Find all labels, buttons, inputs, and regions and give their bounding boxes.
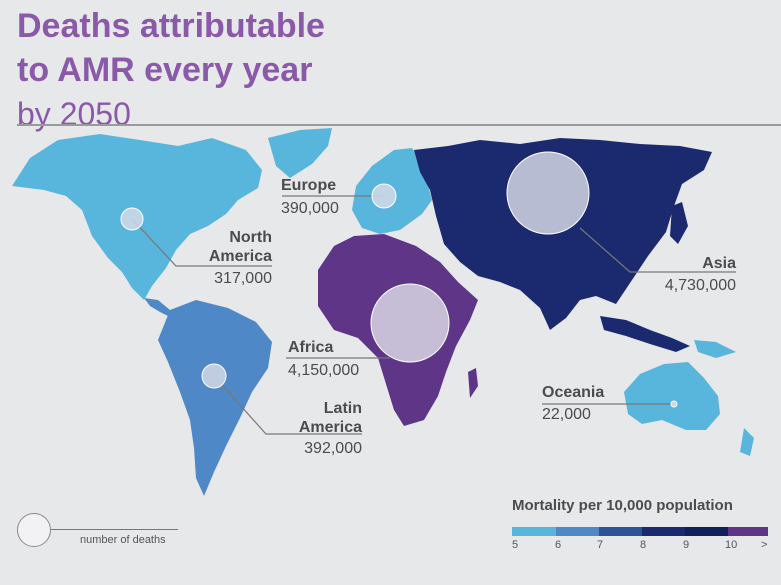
legend-swatch-5-6 [512,527,556,536]
legend-tick-8: 8 [640,539,647,551]
europe-bubble [371,183,397,209]
north-america-deaths: 317,000 [214,270,272,287]
legend-tick-10: 10 [725,539,738,551]
madagascar-shape [468,368,478,398]
greenland-shape [268,128,332,178]
north-america-bubble [120,207,144,231]
key-circle [17,513,51,547]
north-america-leader [131,218,272,267]
legend-swatch-7-8 [599,527,642,536]
asia-bubble [506,151,590,235]
legend-swatch-10-plus [728,527,768,536]
title-line-3: by 2050 [17,96,131,132]
north-america-label-line-2: America [208,248,272,265]
europe-label: Europe [281,177,337,194]
oceania-deaths: 22,000 [542,406,591,423]
central-america-shape [144,298,172,318]
legend-swatch-8-9 [642,527,685,536]
oceania-label: Oceania [542,384,605,401]
legend-tick-more: > [761,539,768,551]
key-label: number of deaths [80,534,166,546]
latin-america-deaths: 392,000 [304,440,362,457]
latin-america-leader [213,375,362,435]
legend-swatch-6-7 [556,527,599,536]
africa-label: Africa [288,339,334,356]
map-title: Deaths attributable to AMR every year by… [17,4,325,136]
asia-label: Asia [702,255,736,272]
legend-tick-5: 5 [512,539,519,551]
latin-america-label-line-1: Latin [323,400,362,417]
latin-america-label-line-2: America [298,419,362,436]
legend-tick-6: 6 [555,539,562,551]
europe-deaths: 390,000 [281,200,339,217]
papua-shape [694,340,736,358]
australia-shape [624,362,720,430]
north-america-label: North America [192,228,272,266]
latin-america-label: Latin America [272,399,362,437]
oceania-bubble [670,400,678,408]
africa-bubble [370,283,450,363]
latin-america-shape [158,300,272,496]
asia-shape [414,138,712,330]
africa-deaths: 4,150,000 [288,362,360,379]
legend-swatch-9-10 [685,527,728,536]
legend-tick-7: 7 [597,539,604,551]
key-line [51,529,178,530]
legend-color-bar [512,527,768,536]
latin-america-bubble [201,363,227,389]
new-zealand-shape [740,428,754,456]
north-america-label-line-1: North [229,229,272,246]
asia-leader [579,227,736,273]
southeast-asia-islands-shape [600,316,690,352]
legend-title: Mortality per 10,000 population [512,497,733,514]
asia-deaths: 4,730,000 [664,277,736,294]
japan-shape [670,202,688,244]
title-divider [17,124,781,126]
legend-tick-9: 9 [683,539,690,551]
title-line-2: to AMR every year [17,51,313,89]
title-line-1: Deaths attributable [17,7,325,45]
